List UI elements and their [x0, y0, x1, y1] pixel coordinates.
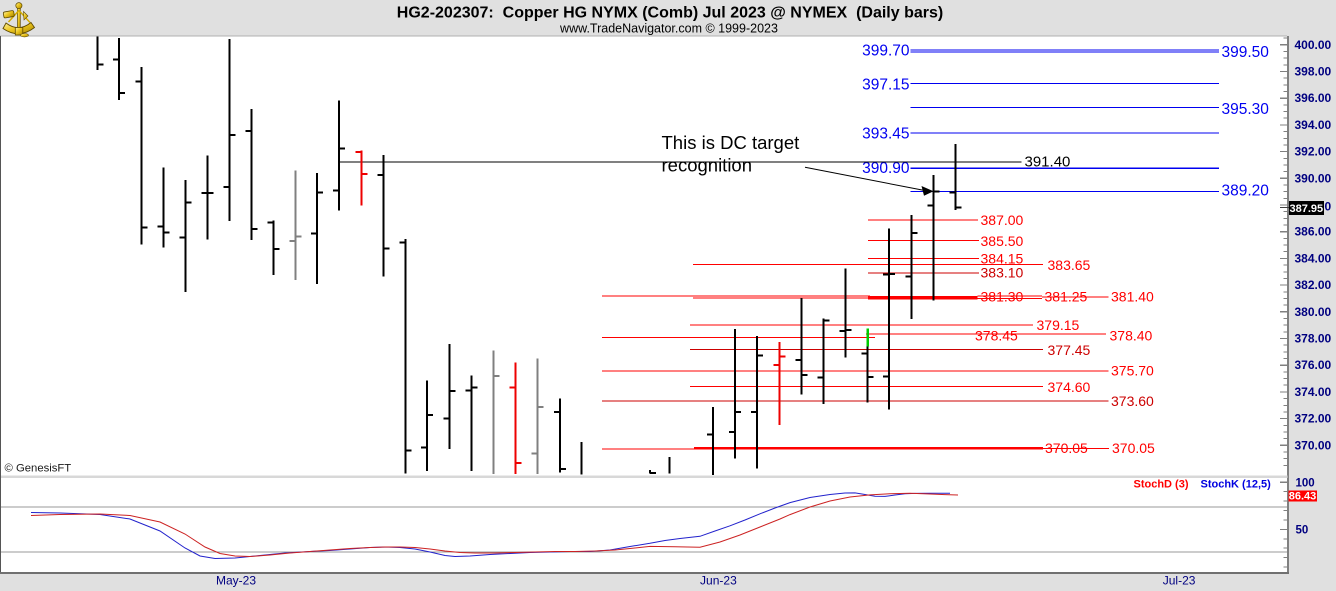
svg-text:378.40: 378.40 — [1110, 328, 1153, 344]
svg-text:379.15: 379.15 — [1037, 317, 1080, 333]
svg-text:50: 50 — [1296, 524, 1309, 536]
svg-text:386.00: 386.00 — [1295, 225, 1332, 239]
svg-text:377.45: 377.45 — [1048, 342, 1091, 358]
svg-text:StochD (3): StochD (3) — [1134, 478, 1189, 490]
svg-text:380.00: 380.00 — [1295, 305, 1332, 319]
svg-text:382.00: 382.00 — [1295, 278, 1332, 292]
svg-text:387.00: 387.00 — [981, 212, 1024, 228]
svg-text:390.00: 390.00 — [1295, 171, 1332, 185]
svg-text:378.00: 378.00 — [1295, 332, 1332, 346]
svg-text:HG2-202307: Copper HG NYMX (C: HG2-202307: Copper HG NYMX (Comb) Jul 20… — [397, 5, 943, 22]
svg-text:381.25: 381.25 — [1045, 288, 1088, 304]
svg-text:385.50: 385.50 — [981, 233, 1024, 249]
svg-text:May-23: May-23 — [216, 574, 256, 588]
svg-text:372.00: 372.00 — [1295, 412, 1332, 426]
svg-text:100: 100 — [1296, 477, 1315, 489]
svg-text:373.60: 373.60 — [1111, 393, 1154, 409]
svg-text:384.15: 384.15 — [981, 250, 1024, 266]
svg-text:recognition: recognition — [662, 155, 753, 176]
svg-text:394.00: 394.00 — [1295, 118, 1332, 132]
svg-text:381.30: 381.30 — [981, 288, 1024, 304]
svg-text:86.43: 86.43 — [1289, 491, 1317, 503]
svg-text:396.00: 396.00 — [1295, 91, 1332, 105]
svg-text:381.40: 381.40 — [1111, 288, 1154, 304]
svg-text:391.40: 391.40 — [1025, 153, 1071, 170]
svg-text:383.65: 383.65 — [1048, 257, 1091, 273]
svg-text:StochK (12,5): StochK (12,5) — [1201, 478, 1272, 490]
svg-text:© GenesisFT: © GenesisFT — [5, 462, 72, 474]
svg-text:384.00: 384.00 — [1295, 251, 1332, 265]
svg-text:Jun-23: Jun-23 — [700, 574, 737, 588]
svg-text:This is DC target: This is DC target — [662, 132, 800, 153]
svg-text:387.95: 387.95 — [1289, 203, 1323, 215]
svg-text:374.00: 374.00 — [1295, 385, 1332, 399]
svg-text:393.45: 393.45 — [862, 126, 909, 143]
svg-text:374.60: 374.60 — [1048, 379, 1091, 395]
svg-text:399.50: 399.50 — [1222, 44, 1270, 61]
svg-text:376.00: 376.00 — [1295, 358, 1332, 372]
svg-text:383.10: 383.10 — [981, 265, 1024, 281]
svg-text:370.00: 370.00 — [1295, 438, 1332, 452]
svg-text:375.70: 375.70 — [1111, 363, 1154, 379]
svg-text:397.15: 397.15 — [862, 77, 909, 94]
svg-text:398.00: 398.00 — [1295, 65, 1332, 79]
svg-text:370.05: 370.05 — [1112, 440, 1155, 456]
svg-text:399.70: 399.70 — [862, 43, 910, 60]
svg-text:390.90: 390.90 — [862, 160, 910, 177]
svg-text:400.00: 400.00 — [1295, 38, 1332, 52]
svg-text:389.20: 389.20 — [1222, 182, 1270, 199]
svg-text:378.45: 378.45 — [975, 327, 1018, 343]
svg-text:395.30: 395.30 — [1222, 101, 1270, 118]
svg-text:370.05: 370.05 — [1045, 440, 1088, 456]
svg-text:www.TradeNavigator.com © 1999-: www.TradeNavigator.com © 1999-2023 — [559, 22, 778, 36]
svg-text:Jul-23: Jul-23 — [1163, 574, 1196, 588]
svg-text:392.00: 392.00 — [1295, 145, 1332, 159]
